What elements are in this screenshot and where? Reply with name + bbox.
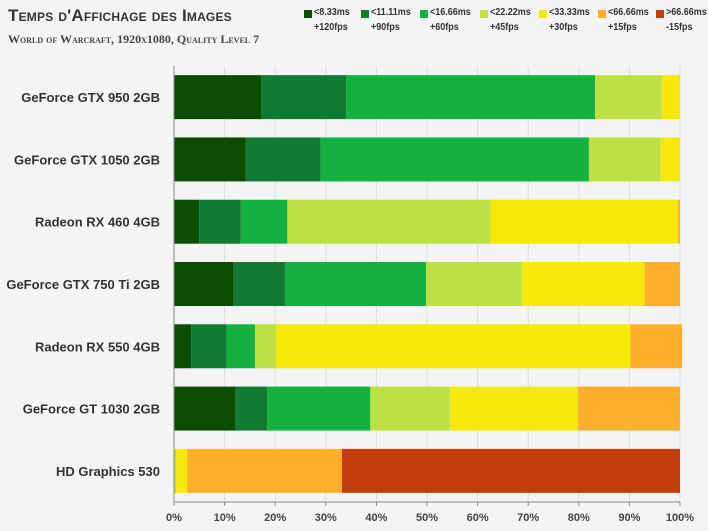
category-label: Radeon RX 550 4GB <box>35 339 160 354</box>
bar-segment <box>644 262 680 306</box>
x-tick-label: 70% <box>517 512 539 524</box>
bar-segment <box>174 75 262 120</box>
category-label: GeForce GTX 750 Ti 2GB <box>6 277 160 292</box>
bar-segment <box>490 199 678 244</box>
category-label: HD Graphics 530 <box>56 464 160 479</box>
legend-label: <8.33ms <box>314 7 350 18</box>
x-tick-label: 30% <box>315 512 337 524</box>
legend-swatch <box>598 10 606 18</box>
bar-segment <box>660 137 680 182</box>
x-tick-label: 80% <box>568 512 590 524</box>
bar-segment <box>341 448 680 493</box>
category-label: GeForce GTX 950 2GB <box>21 90 160 105</box>
legend-label: +30fps <box>549 22 578 33</box>
x-tick-label: 90% <box>618 512 640 524</box>
bar-segment <box>425 262 523 306</box>
x-tick-label: 0% <box>166 512 182 524</box>
bar-segment <box>240 199 288 244</box>
bar-segment <box>276 324 631 369</box>
category-label: Radeon RX 460 4GB <box>35 215 160 230</box>
bar-segment <box>320 137 589 182</box>
bar-segment <box>594 75 662 120</box>
x-tick-label: 100% <box>666 512 694 524</box>
bar-segment <box>267 386 371 431</box>
legend-swatch <box>539 10 547 18</box>
legend-label: <22.22ms <box>490 7 531 18</box>
legend-label: >66.66ms <box>666 7 707 18</box>
chart-title: Temps d'Affichage des Images <box>8 6 232 25</box>
bar-segment <box>285 262 426 306</box>
chart-subtitle: World of Warcraft, 1920x1080, Quality Le… <box>8 32 260 46</box>
bar-segment <box>174 324 192 369</box>
x-tick-label: 20% <box>264 512 286 524</box>
bar-segment <box>661 75 680 120</box>
bar-segment <box>450 386 578 431</box>
legend-swatch <box>656 10 664 18</box>
x-tick-label: 10% <box>214 512 236 524</box>
legend-label: +120fps <box>314 22 348 33</box>
bar-segment <box>174 199 200 244</box>
legend-label: <66.66ms <box>608 7 649 18</box>
x-tick-label: 60% <box>467 512 489 524</box>
x-tick-label: 40% <box>365 512 387 524</box>
bar-segment <box>174 137 246 182</box>
bar-segment <box>174 448 177 493</box>
bar-segment <box>370 386 451 431</box>
legend-label: <33.33ms <box>549 7 590 18</box>
bar-segment <box>346 75 595 120</box>
legend-swatch <box>480 10 488 18</box>
bar-segment <box>677 199 680 244</box>
bar-segment <box>226 324 255 369</box>
legend-label: +90fps <box>371 22 400 33</box>
bar-segment <box>588 137 661 182</box>
bar-segment <box>254 324 277 369</box>
legend-swatch <box>304 10 312 18</box>
legend-label: +15fps <box>608 22 637 33</box>
legend-swatch <box>420 10 428 18</box>
bar-segment <box>174 262 234 306</box>
legend-label: +60fps <box>430 22 459 33</box>
bar-segment <box>577 386 680 431</box>
bar-segment <box>233 262 286 306</box>
bar-segment <box>287 199 491 244</box>
bar-segment <box>245 137 321 182</box>
bar-segment <box>235 386 268 431</box>
legend-label: <11.11ms <box>371 7 411 18</box>
category-label: GeForce GTX 1050 2GB <box>14 152 160 167</box>
legend-label: -15fps <box>666 22 693 33</box>
legend-label: <16.66ms <box>430 7 471 18</box>
legend-label: +45fps <box>490 22 519 33</box>
bar-segment <box>199 199 241 244</box>
bar-segment <box>261 75 347 120</box>
bar-segment <box>522 262 645 306</box>
category-label: GeForce GT 1030 2GB <box>23 402 160 417</box>
bar-segment <box>191 324 227 369</box>
legend: <8.33ms +120fps <11.11ms +90fps <16.66ms +60f… <box>300 7 707 47</box>
bar-segment <box>176 448 188 493</box>
bar-segment <box>630 324 683 369</box>
bar-segment <box>187 448 342 493</box>
legend-swatch <box>361 10 369 18</box>
bar-segment <box>174 386 236 431</box>
x-tick-label: 50% <box>416 512 438 524</box>
